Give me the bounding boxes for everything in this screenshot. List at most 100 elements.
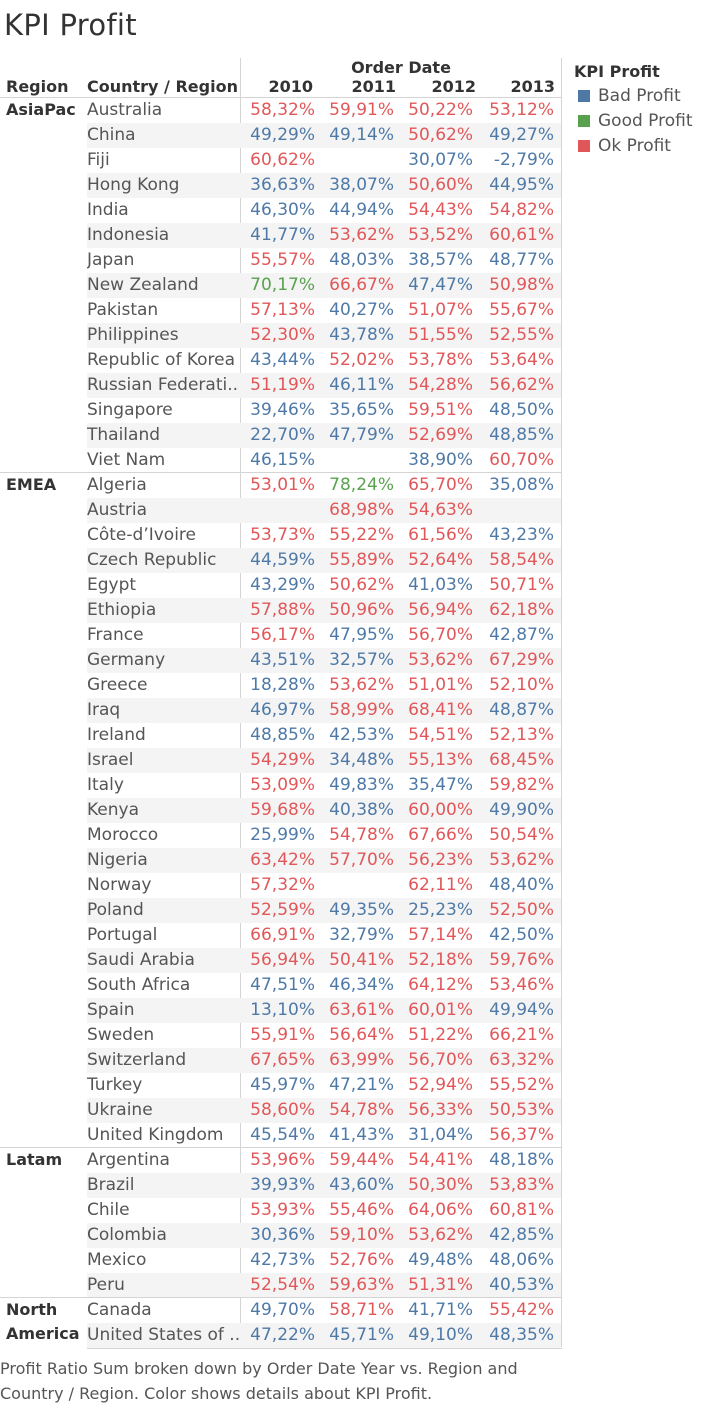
profit-ratio-cell[interactable]: 56,94% [250,950,315,970]
profit-ratio-cell[interactable]: 40,53% [489,1275,554,1295]
profit-ratio-cell[interactable]: 59,68% [250,800,315,820]
profit-ratio-cell[interactable]: 52,30% [250,325,315,345]
profit-ratio-cell[interactable]: 49,94% [489,1000,554,1020]
profit-ratio-cell[interactable]: 62,11% [408,875,473,895]
profit-ratio-cell[interactable]: 53,96% [250,1150,315,1170]
profit-ratio-cell[interactable]: 41,03% [408,575,473,595]
profit-ratio-cell[interactable]: 47,47% [408,275,473,295]
profit-ratio-cell[interactable]: 68,45% [489,750,554,770]
profit-ratio-cell[interactable]: 56,94% [408,600,473,620]
profit-ratio-cell[interactable]: 48,87% [489,700,554,720]
profit-ratio-cell[interactable]: 67,65% [250,1050,315,1070]
profit-ratio-cell[interactable]: 60,01% [408,1000,473,1020]
profit-ratio-cell[interactable]: 42,87% [489,625,554,645]
profit-ratio-cell[interactable]: 30,07% [408,150,473,170]
profit-ratio-cell[interactable]: 50,30% [408,1175,473,1195]
profit-ratio-cell[interactable]: 52,76% [329,1250,394,1270]
profit-ratio-cell[interactable]: 56,70% [408,1050,473,1070]
profit-ratio-cell[interactable]: 62,18% [489,600,554,620]
profit-ratio-cell[interactable]: 53,46% [489,975,554,995]
profit-ratio-cell[interactable]: 54,43% [408,200,473,220]
profit-ratio-cell[interactable]: 50,62% [329,575,394,595]
profit-ratio-cell[interactable]: 42,50% [489,925,554,945]
profit-ratio-cell[interactable]: 59,10% [329,1225,394,1245]
profit-ratio-cell[interactable]: 42,53% [329,725,394,745]
profit-ratio-cell[interactable]: 60,00% [408,800,473,820]
profit-ratio-cell[interactable]: 48,50% [489,400,554,420]
profit-ratio-cell[interactable]: 52,54% [250,1275,315,1295]
profit-ratio-cell[interactable]: 57,14% [408,925,473,945]
profit-ratio-cell[interactable]: 55,42% [489,1300,554,1320]
legend-item-ok-profit[interactable]: Ok Profit [578,136,671,156]
profit-ratio-cell[interactable]: 58,71% [329,1300,394,1320]
profit-ratio-cell[interactable]: 64,06% [408,1200,473,1220]
profit-ratio-cell[interactable]: 55,89% [329,550,394,570]
profit-ratio-cell[interactable]: 40,27% [329,300,394,320]
profit-ratio-cell[interactable]: 63,42% [250,850,315,870]
profit-ratio-cell[interactable]: 54,78% [329,1100,394,1120]
profit-ratio-cell[interactable]: 42,85% [489,1225,554,1245]
profit-ratio-cell[interactable]: 59,91% [329,100,394,120]
profit-ratio-cell[interactable]: 50,22% [408,100,473,120]
profit-ratio-cell[interactable]: 50,60% [408,175,473,195]
profit-ratio-cell[interactable]: 32,79% [329,925,394,945]
profit-ratio-cell[interactable]: 44,59% [250,550,315,570]
profit-ratio-cell[interactable]: 38,07% [329,175,394,195]
profit-ratio-cell[interactable]: 49,10% [408,1325,473,1345]
profit-ratio-cell[interactable]: 52,69% [408,425,473,445]
profit-ratio-cell[interactable]: 60,70% [489,450,554,470]
profit-ratio-cell[interactable]: 46,11% [329,375,394,395]
profit-ratio-cell[interactable]: 52,59% [250,900,315,920]
profit-ratio-cell[interactable]: 43,23% [489,525,554,545]
profit-ratio-cell[interactable]: 64,12% [408,975,473,995]
profit-ratio-cell[interactable]: 13,10% [250,1000,315,1020]
profit-ratio-cell[interactable]: 43,78% [329,325,394,345]
legend-item-good-profit[interactable]: Good Profit [578,111,693,131]
profit-ratio-cell[interactable]: 61,56% [408,525,473,545]
profit-ratio-cell[interactable]: 60,62% [250,150,315,170]
profit-ratio-cell[interactable]: 22,70% [250,425,315,445]
profit-ratio-cell[interactable]: 39,93% [250,1175,315,1195]
profit-ratio-cell[interactable]: 51,19% [250,375,315,395]
profit-ratio-cell[interactable]: 54,51% [408,725,473,745]
profit-ratio-cell[interactable]: 67,66% [408,825,473,845]
profit-ratio-cell[interactable]: 48,77% [489,250,554,270]
profit-ratio-cell[interactable]: 47,95% [329,625,394,645]
profit-ratio-cell[interactable]: 35,08% [489,475,554,495]
profit-ratio-cell[interactable]: 53,64% [489,350,554,370]
profit-ratio-cell[interactable]: 46,97% [250,700,315,720]
profit-ratio-cell[interactable]: 53,73% [250,525,315,545]
profit-ratio-cell[interactable]: 59,44% [329,1150,394,1170]
profit-ratio-cell[interactable]: 49,35% [329,900,394,920]
profit-ratio-cell[interactable]: 55,13% [408,750,473,770]
profit-ratio-cell[interactable]: 53,93% [250,1200,315,1220]
profit-ratio-cell[interactable]: 53,78% [408,350,473,370]
profit-ratio-cell[interactable]: 63,99% [329,1050,394,1070]
profit-ratio-cell[interactable]: 50,96% [329,600,394,620]
profit-ratio-cell[interactable]: -2,79% [493,150,554,170]
profit-ratio-cell[interactable]: 43,29% [250,575,315,595]
profit-ratio-cell[interactable]: 54,41% [408,1150,473,1170]
profit-ratio-cell[interactable]: 35,47% [408,775,473,795]
profit-ratio-cell[interactable]: 50,53% [489,1100,554,1120]
profit-ratio-cell[interactable]: 52,13% [489,725,554,745]
profit-ratio-cell[interactable]: 56,62% [489,375,554,395]
profit-ratio-cell[interactable]: 53,62% [489,850,554,870]
profit-ratio-cell[interactable]: 55,57% [250,250,315,270]
profit-ratio-cell[interactable]: 49,14% [329,125,394,145]
profit-ratio-cell[interactable]: 54,82% [489,200,554,220]
profit-ratio-cell[interactable]: 55,67% [489,300,554,320]
profit-ratio-cell[interactable]: 40,38% [329,800,394,820]
profit-ratio-cell[interactable]: 30,36% [250,1225,315,1245]
profit-ratio-cell[interactable]: 41,71% [408,1300,473,1320]
profit-ratio-cell[interactable]: 49,29% [250,125,315,145]
profit-ratio-cell[interactable]: 55,91% [250,1025,315,1045]
profit-ratio-cell[interactable]: 55,52% [489,1075,554,1095]
profit-ratio-cell[interactable]: 48,85% [250,725,315,745]
profit-ratio-cell[interactable]: 49,27% [489,125,554,145]
profit-ratio-cell[interactable]: 56,37% [489,1125,554,1145]
profit-ratio-cell[interactable]: 50,62% [408,125,473,145]
profit-ratio-cell[interactable]: 51,07% [408,300,473,320]
profit-ratio-cell[interactable]: 53,12% [489,100,554,120]
profit-ratio-cell[interactable]: 56,17% [250,625,315,645]
